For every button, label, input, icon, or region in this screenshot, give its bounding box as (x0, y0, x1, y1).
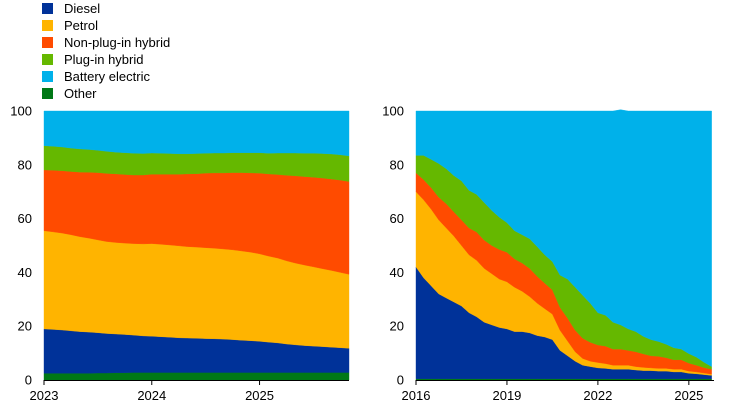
legend-item-other: Other (42, 85, 170, 102)
area-series-battery-electric (43, 110, 350, 157)
area-series-battery-electric (415, 109, 712, 367)
y-tick-label: 40 (390, 265, 404, 280)
legend-swatch (42, 71, 53, 82)
y-tick-label: 80 (390, 157, 404, 172)
y-tick-label: 60 (18, 211, 32, 226)
legend-swatch (42, 3, 53, 14)
y-tick-label: 80 (18, 157, 32, 172)
y-tick-label: 0 (25, 373, 32, 388)
legend-label: Battery electric (64, 69, 150, 84)
y-tick-label: 20 (18, 319, 32, 334)
legend-item-petrol: Petrol (42, 17, 170, 34)
x-tick-label: 2022 (583, 388, 612, 403)
legend-label: Plug-in hybrid (64, 52, 144, 67)
x-tick-label: 2016 (402, 388, 431, 403)
x-tick-label: 2024 (137, 388, 166, 403)
x-tick-label: 2025 (245, 388, 274, 403)
legend-item-non-plug-in-hybrid: Non-plug-in hybrid (42, 34, 170, 51)
y-tick-label: 40 (18, 265, 32, 280)
legend-swatch (42, 54, 53, 65)
legend-swatch (42, 88, 53, 99)
legend-label: Other (64, 86, 97, 101)
y-tick-label: 100 (382, 104, 404, 119)
area-series-other (43, 372, 350, 381)
y-tick-label: 100 (10, 104, 32, 119)
x-tick-label: 2025 (674, 388, 703, 403)
legend-label: Petrol (64, 18, 98, 33)
y-tick-label: 0 (397, 373, 404, 388)
y-tick-label: 60 (390, 211, 404, 226)
x-tick-label: 2023 (30, 388, 59, 403)
legend: Diesel Petrol Non-plug-in hybrid Plug-in… (42, 0, 170, 102)
x-tick-label: 2019 (492, 388, 521, 403)
chart-panel-2: 0 20 40 60 80 100 2016 2019 2022 2025 (382, 104, 714, 403)
legend-item-plug-in-hybrid: Plug-in hybrid (42, 51, 170, 68)
legend-swatch (42, 20, 53, 31)
chart-panel-1: 0 20 40 60 80 100 2023 2024 2025 (10, 104, 350, 403)
y-tick-label: 20 (390, 319, 404, 334)
legend-label: Non-plug-in hybrid (64, 35, 171, 50)
legend-label: Diesel (64, 1, 101, 16)
legend-swatch (42, 37, 53, 48)
legend-item-battery-electric: Battery electric (42, 68, 170, 85)
legend-item-diesel: Diesel (42, 0, 170, 17)
